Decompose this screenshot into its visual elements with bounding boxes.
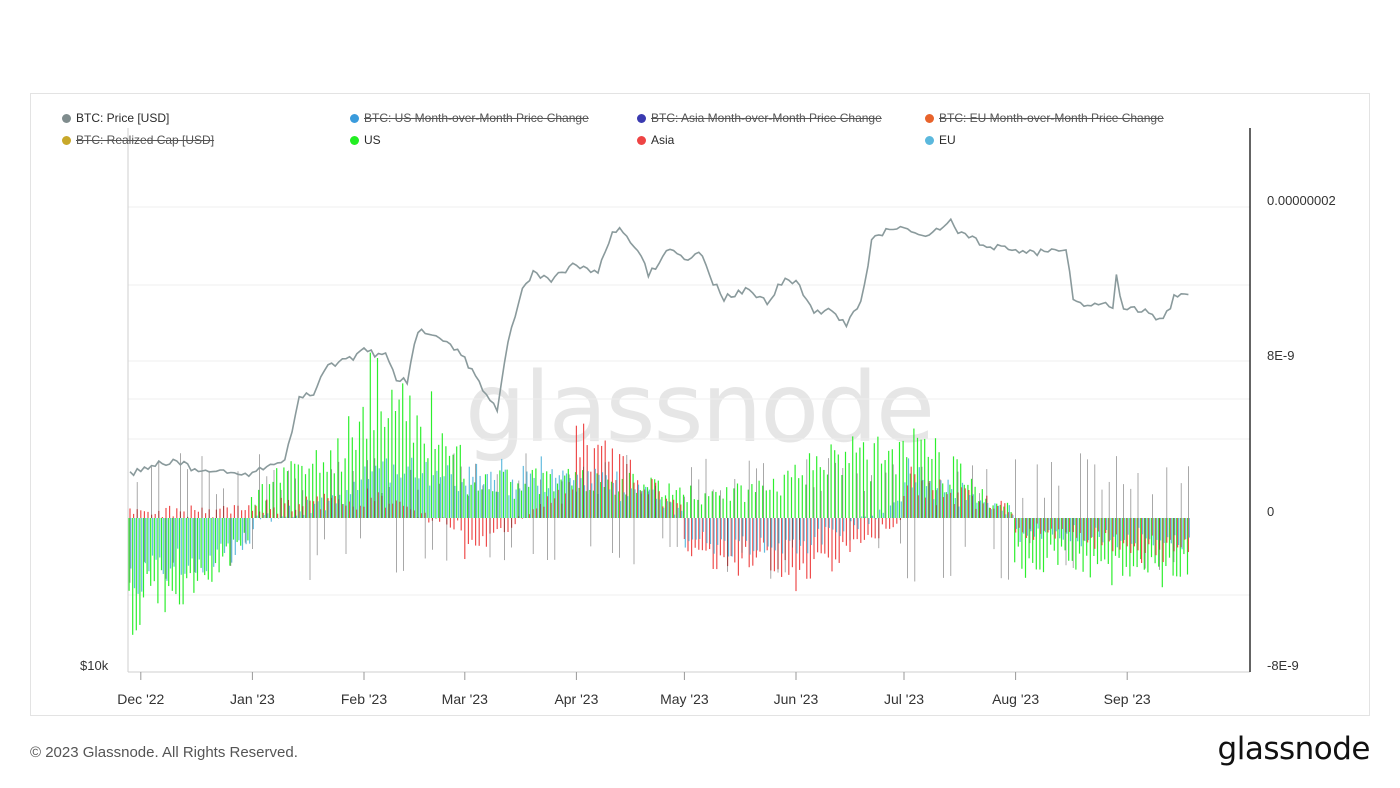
copyright-text: © 2023 Glassnode. All Rights Reserved.: [30, 744, 298, 761]
legend-item-btc-us-month-over-month-price-change[interactable]: BTC: US Month-over-Month Price Change: [350, 111, 589, 125]
legend-dot-icon: [350, 135, 359, 145]
legend-item-us[interactable]: US: [350, 133, 381, 147]
x-tick-label: Sep '23: [1104, 691, 1151, 707]
x-tick-label: Apr '23: [554, 691, 598, 707]
legend-dot-icon: [637, 113, 646, 123]
legend-dot-icon: [925, 113, 934, 123]
legend-label: BTC: Realized Cap [USD]: [76, 133, 215, 147]
legend-label: US: [364, 133, 381, 147]
legend-item-btc-price-usd[interactable]: BTC: Price [USD]: [62, 111, 169, 125]
legend-item-asia[interactable]: Asia: [637, 133, 674, 147]
x-tick-label: Jun '23: [774, 691, 819, 707]
legend-dot-icon: [62, 113, 71, 123]
legend-label: BTC: EU Month-over-Month Price Change: [939, 111, 1164, 125]
legend-label: BTC: US Month-over-Month Price Change: [364, 111, 589, 125]
right-axis-tick-label: 0: [1267, 504, 1274, 519]
legend-label: EU: [939, 133, 956, 147]
left-axis-label: $10k: [80, 658, 109, 673]
legend-dot-icon: [925, 135, 934, 145]
right-axis-tick-label: -8E-9: [1267, 658, 1299, 673]
legend-item-btc-asia-month-over-month-price-change[interactable]: BTC: Asia Month-over-Month Price Change: [637, 111, 882, 125]
glassnode-logo: glassnode: [1217, 731, 1371, 767]
legend-dot-icon: [62, 135, 71, 145]
legend-dot-icon: [350, 113, 359, 123]
x-tick-label: Jul '23: [884, 691, 924, 707]
legend-item-eu[interactable]: EU: [925, 133, 956, 147]
price-line: [129, 217, 1189, 478]
x-tick-label: Dec '22: [117, 691, 164, 707]
chart-frame: [30, 93, 1370, 716]
x-tick-label: Jan '23: [230, 691, 275, 707]
legend-item-btc-eu-month-over-month-price-change[interactable]: BTC: EU Month-over-Month Price Change: [925, 111, 1164, 125]
legend-label: BTC: Asia Month-over-Month Price Change: [651, 111, 882, 125]
legend-item-btc-realized-cap-usd[interactable]: BTC: Realized Cap [USD]: [62, 133, 214, 147]
right-axis-tick-label: 0.00000002: [1267, 193, 1336, 208]
legend-dot-icon: [637, 135, 646, 145]
legend-label: BTC: Price [USD]: [76, 111, 170, 125]
x-tick-label: Feb '23: [341, 691, 387, 707]
x-tick-label: May '23: [660, 691, 709, 707]
legend-label: Asia: [651, 133, 675, 147]
x-tick-label: Mar '23: [442, 691, 488, 707]
right-axis-tick-label: 8E-9: [1267, 348, 1294, 363]
x-tick-label: Aug '23: [992, 691, 1039, 707]
